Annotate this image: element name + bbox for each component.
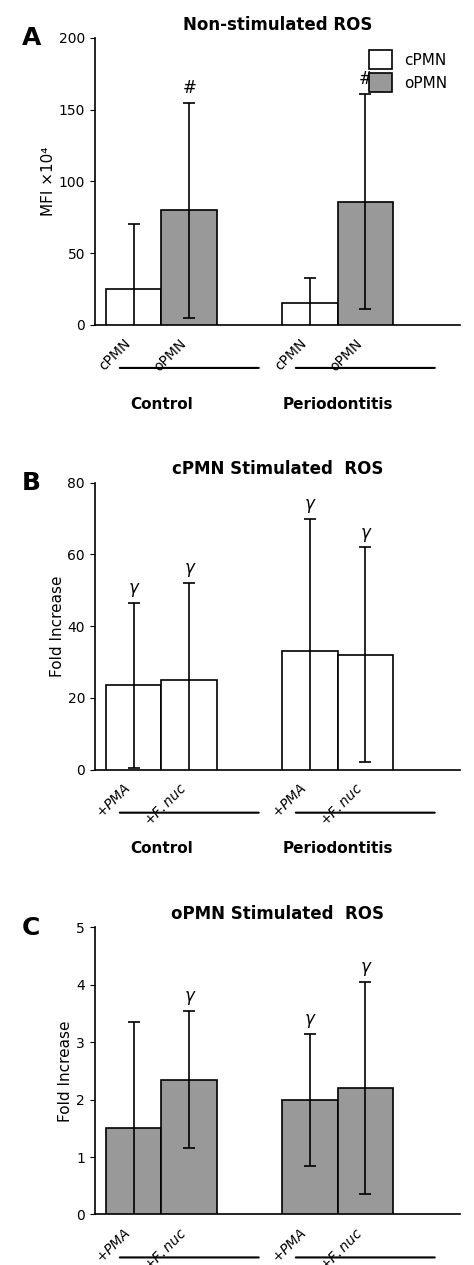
Text: γ: γ [184,559,194,577]
Bar [106,1128,162,1214]
Bar [162,1079,217,1214]
Text: γ: γ [360,524,370,541]
Text: Periodontitis: Periodontitis [282,397,393,411]
Text: cPMN: cPMN [273,336,310,373]
Bar [337,201,393,325]
Bar [162,681,217,769]
Text: Periodontitis: Periodontitis [282,841,393,856]
Bar [106,686,162,769]
Text: A: A [22,27,41,51]
Bar [106,288,162,325]
Title: Non-stimulated ROS: Non-stimulated ROS [182,15,372,34]
Text: γ: γ [305,495,315,512]
Title: oPMN Stimulated  ROS: oPMN Stimulated ROS [171,906,384,923]
Text: oPMN: oPMN [328,336,365,374]
Y-axis label: Fold Increase: Fold Increase [58,1020,73,1122]
Text: $+F.nuc$: $+F.nuc$ [318,781,365,829]
Bar [337,655,393,769]
Text: $+F.nuc$: $+F.nuc$ [141,1226,189,1265]
Text: #: # [182,78,196,97]
Text: #: # [358,70,372,89]
Text: $+PMA$: $+PMA$ [94,781,134,821]
Text: cPMN: cPMN [97,336,134,373]
Text: C: C [22,916,40,940]
Text: B: B [22,472,41,495]
Text: $+PMA$: $+PMA$ [94,1226,134,1265]
Bar [282,651,337,769]
Bar [282,1099,337,1214]
Text: γ: γ [360,959,370,977]
Text: $+PMA$: $+PMA$ [270,781,310,821]
Y-axis label: MFI ×10⁴: MFI ×10⁴ [41,147,56,216]
Bar [337,1088,393,1214]
Text: γ: γ [184,987,194,1004]
Text: γ: γ [305,1009,315,1028]
Text: $+F.nuc$: $+F.nuc$ [318,1226,365,1265]
Text: γ: γ [129,579,138,597]
Legend: cPMN, oPMN: cPMN, oPMN [365,46,452,96]
Title: cPMN Stimulated  ROS: cPMN Stimulated ROS [172,460,383,478]
Text: $+F.nuc$: $+F.nuc$ [141,781,189,829]
Text: Control: Control [130,841,193,856]
Bar [282,304,337,325]
Y-axis label: Fold Increase: Fold Increase [50,576,64,677]
Text: $+PMA$: $+PMA$ [270,1226,310,1265]
Text: Control: Control [130,397,193,411]
Bar [162,210,217,325]
Text: oPMN: oPMN [152,336,189,374]
